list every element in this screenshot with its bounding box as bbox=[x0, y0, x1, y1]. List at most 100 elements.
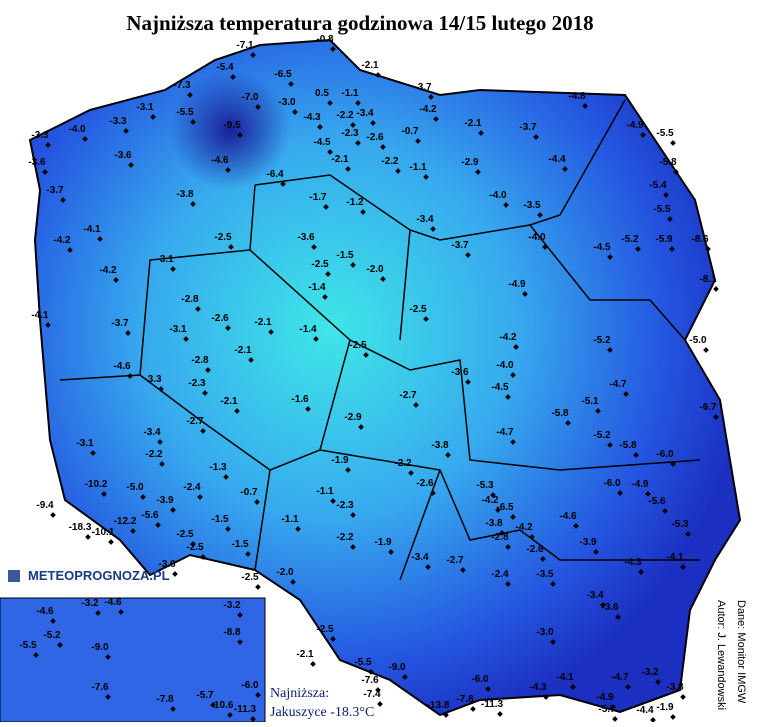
station-value: -5.2 bbox=[43, 630, 61, 641]
station-marker bbox=[187, 92, 193, 98]
station-value: -4.7 bbox=[496, 427, 514, 438]
station-marker bbox=[170, 706, 176, 712]
station-value: -9.0 bbox=[91, 642, 109, 653]
station-marker bbox=[330, 636, 336, 642]
station-value: -1.4 bbox=[308, 282, 326, 293]
station-value: -5.7 bbox=[196, 690, 214, 701]
station-value: -5.6 bbox=[648, 496, 666, 507]
station-marker bbox=[57, 642, 63, 648]
station-value: -4.6 bbox=[559, 511, 577, 522]
station-value: -11.3 bbox=[481, 699, 504, 710]
station-value: -1.4 bbox=[299, 324, 317, 335]
station-marker bbox=[237, 132, 243, 138]
station-marker bbox=[505, 581, 511, 587]
station-value: -5.0 bbox=[126, 482, 144, 493]
station-value: -2.0 bbox=[366, 264, 384, 275]
station-value: -3.7 bbox=[451, 240, 469, 251]
station-value: -3.7 bbox=[519, 122, 537, 133]
station-marker bbox=[573, 523, 579, 529]
station-marker bbox=[408, 470, 414, 476]
station-value: -4.6 bbox=[104, 597, 122, 608]
station-marker bbox=[638, 569, 644, 575]
station-marker bbox=[363, 352, 369, 358]
station-marker bbox=[237, 639, 243, 645]
station-value: -5.2 bbox=[593, 430, 611, 441]
station-value: -2.8 bbox=[181, 294, 199, 305]
station-marker bbox=[413, 402, 419, 408]
station-marker bbox=[355, 140, 361, 146]
station-marker bbox=[290, 579, 296, 585]
station-marker bbox=[85, 534, 91, 540]
station-value: -3.6 bbox=[114, 150, 132, 161]
station-marker bbox=[350, 544, 356, 550]
station-marker bbox=[445, 452, 451, 458]
station-marker bbox=[190, 119, 196, 125]
station-value: -7.6 bbox=[91, 682, 109, 693]
logo: METEOPROGNOZA.PL bbox=[28, 568, 170, 583]
station-value: -1.7 bbox=[309, 192, 327, 203]
station-value: -4.9 bbox=[631, 479, 649, 490]
station-value: -4.1 bbox=[31, 310, 49, 321]
station-marker bbox=[433, 116, 439, 122]
station-value: -2.5 bbox=[349, 340, 367, 351]
station-value: -2.1 bbox=[296, 649, 314, 660]
station-marker bbox=[358, 424, 364, 430]
station-marker bbox=[205, 367, 211, 373]
station-value: -2.2 bbox=[145, 449, 163, 460]
station-marker bbox=[607, 347, 613, 353]
station-value: -7.8 bbox=[156, 694, 174, 705]
station-marker bbox=[562, 166, 568, 172]
station-marker bbox=[345, 467, 351, 473]
station-value: -8.1 bbox=[699, 274, 717, 285]
station-value: -3.4 bbox=[586, 590, 604, 601]
station-value: -5.5 bbox=[19, 640, 37, 651]
station-value: -5.4 bbox=[649, 180, 667, 191]
station-value: -0.7 bbox=[240, 487, 258, 498]
country bbox=[28, 38, 742, 717]
station-value: -4.0 bbox=[528, 232, 546, 243]
station-value: -6.0 bbox=[471, 674, 489, 685]
station-value: -4.2 bbox=[419, 104, 437, 115]
station-marker bbox=[311, 244, 317, 250]
station-marker bbox=[550, 581, 556, 587]
station-marker bbox=[350, 122, 356, 128]
station-marker bbox=[470, 706, 476, 712]
station-marker bbox=[323, 204, 329, 210]
station-marker bbox=[130, 528, 136, 534]
station-value: -5.0 bbox=[689, 335, 707, 346]
station-marker bbox=[663, 192, 669, 198]
station-value: -4.9 bbox=[508, 279, 526, 290]
station-marker bbox=[183, 336, 189, 342]
station-marker bbox=[225, 167, 231, 173]
station-value: -6.0 bbox=[603, 478, 621, 489]
station-value: -6.7 bbox=[699, 402, 717, 413]
station-value: -2.7 bbox=[186, 416, 204, 427]
station-value: -2.7 bbox=[446, 555, 464, 566]
station-marker bbox=[650, 717, 656, 723]
station-marker bbox=[113, 277, 119, 283]
station-value: -9.5 bbox=[223, 120, 241, 131]
inset bbox=[0, 597, 266, 723]
station-marker bbox=[380, 276, 386, 282]
station-marker bbox=[377, 701, 383, 707]
station-value: -5.8 bbox=[619, 440, 637, 451]
station-value: -4.9 bbox=[596, 692, 614, 703]
station-value: -0.7 bbox=[401, 126, 419, 137]
station-value: -3.5 bbox=[523, 200, 541, 211]
station-marker bbox=[350, 262, 356, 268]
station-value: -18.3 bbox=[69, 522, 92, 533]
station-value: -7.0 bbox=[241, 92, 259, 103]
station-value: -2.5 bbox=[409, 304, 427, 315]
station-marker bbox=[280, 181, 286, 187]
station-value: -3.6 bbox=[297, 232, 315, 243]
station-marker bbox=[430, 226, 436, 232]
station-marker bbox=[497, 711, 503, 717]
station-value: -2.6 bbox=[211, 313, 229, 324]
station-value: -5.5 bbox=[176, 107, 194, 118]
station-marker bbox=[540, 556, 546, 562]
station-marker bbox=[617, 490, 623, 496]
source: Dane: Monitor IMGW bbox=[735, 600, 747, 704]
station-marker bbox=[670, 140, 676, 146]
station-marker bbox=[90, 450, 96, 456]
station-marker bbox=[230, 74, 236, 80]
